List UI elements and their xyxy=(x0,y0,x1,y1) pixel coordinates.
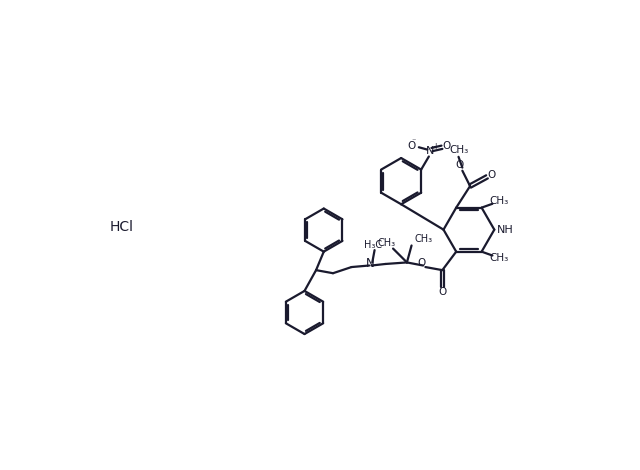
Text: CH₃: CH₃ xyxy=(489,196,508,206)
Text: H₃C: H₃C xyxy=(364,240,382,250)
Text: O: O xyxy=(455,160,463,170)
Text: +: + xyxy=(433,142,439,151)
Text: CH₃: CH₃ xyxy=(489,253,508,263)
Text: CH₃: CH₃ xyxy=(449,145,468,155)
Text: O: O xyxy=(417,258,426,268)
Text: NH: NH xyxy=(497,225,513,235)
Text: N: N xyxy=(366,258,375,270)
Text: CH₃: CH₃ xyxy=(378,238,396,248)
Text: O: O xyxy=(407,141,415,151)
Text: O: O xyxy=(488,170,496,180)
Text: O: O xyxy=(442,141,451,151)
Text: ⁻: ⁻ xyxy=(412,137,415,146)
Text: HCl: HCl xyxy=(109,220,134,235)
Text: N: N xyxy=(426,146,435,156)
Text: O: O xyxy=(438,288,447,298)
Text: CH₃: CH₃ xyxy=(415,234,433,243)
